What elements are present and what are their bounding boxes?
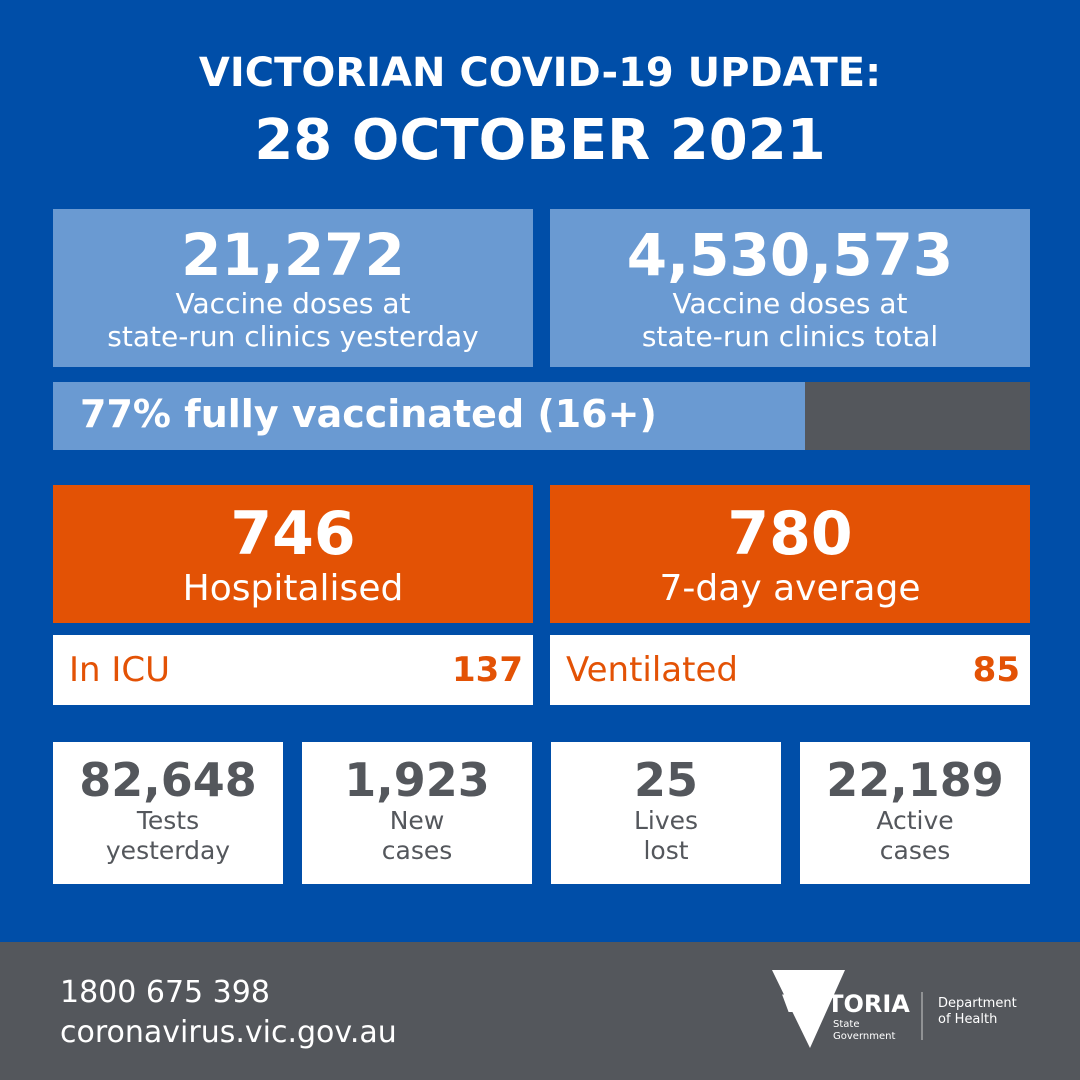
progress-fill [53,382,806,450]
label: Hospitalised [182,568,404,609]
value: 82,648 [79,753,257,807]
value: 137 [452,650,523,690]
label: Vaccine doses at [175,287,411,320]
value: 85 [972,650,1020,690]
value: 746 [230,499,356,569]
label: cases [381,836,453,865]
stat-tests: 82,648 Tests yesterday [53,742,283,884]
label: Tests [136,806,200,835]
value: 780 [727,499,853,569]
value: 25 [633,753,698,807]
vaccine-yesterday-card: 21,272 Vaccine doses at state-run clinic… [53,209,533,367]
label: state-run clinics total [641,320,939,353]
vaccination-progress-bar [53,382,1030,450]
label: Vaccine doses at [672,287,908,320]
value: 1,923 [344,753,490,807]
label: lost [643,836,689,865]
svg-text:Government: Government [833,1031,895,1042]
label: cases [879,836,951,865]
stat-lives-lost: 25 Lives lost [551,742,781,884]
label: Ventilated [566,650,738,690]
hospitalised-card: 746 Hospitalised [53,485,533,623]
ventilated-row: Ventilated 85 [550,635,1030,705]
title-line-1: VICTORIAN COVID-19 UPDATE: [198,50,882,96]
seven-day-average-card: 780 7-day average [550,485,1030,623]
stat-active-cases: 22,189 Active cases [800,742,1030,884]
label: 7-day average [659,568,921,609]
label: New [389,806,445,835]
title-date: 28 OCTOBER 2021 [254,108,826,173]
label: Active [876,806,954,835]
label: In ICU [69,650,171,690]
label: state-run clinics yesterday [107,320,479,353]
label: yesterday [105,836,231,865]
phone-number: 1800 675 398 [60,975,270,1010]
stat-new-cases: 1,923 New cases [302,742,532,884]
label: Lives [633,806,699,835]
svg-text:of Health: of Health [938,1012,997,1027]
value: 22,189 [826,753,1004,807]
victoria-triangle-icon: VICTORIA State Government Department of … [772,970,1017,1048]
website-link[interactable]: coronavirus.vic.gov.au [60,1015,397,1050]
vaccination-progress-label: 77% fully vaccinated (16+) [80,392,657,436]
icu-row: In ICU 137 [53,635,533,705]
vaccine-total-card: 4,530,573 Vaccine doses at state-run cli… [550,209,1030,367]
value: 21,272 [181,221,405,289]
svg-text:Department: Department [938,996,1017,1011]
svg-text:State: State [833,1019,859,1030]
victoria-government-logo: VICTORIA State Government Department of … [770,970,1040,1050]
svg-text:VICTORIA: VICTORIA [782,990,910,1018]
footer [0,942,1080,1080]
value: 4,530,573 [626,221,954,289]
